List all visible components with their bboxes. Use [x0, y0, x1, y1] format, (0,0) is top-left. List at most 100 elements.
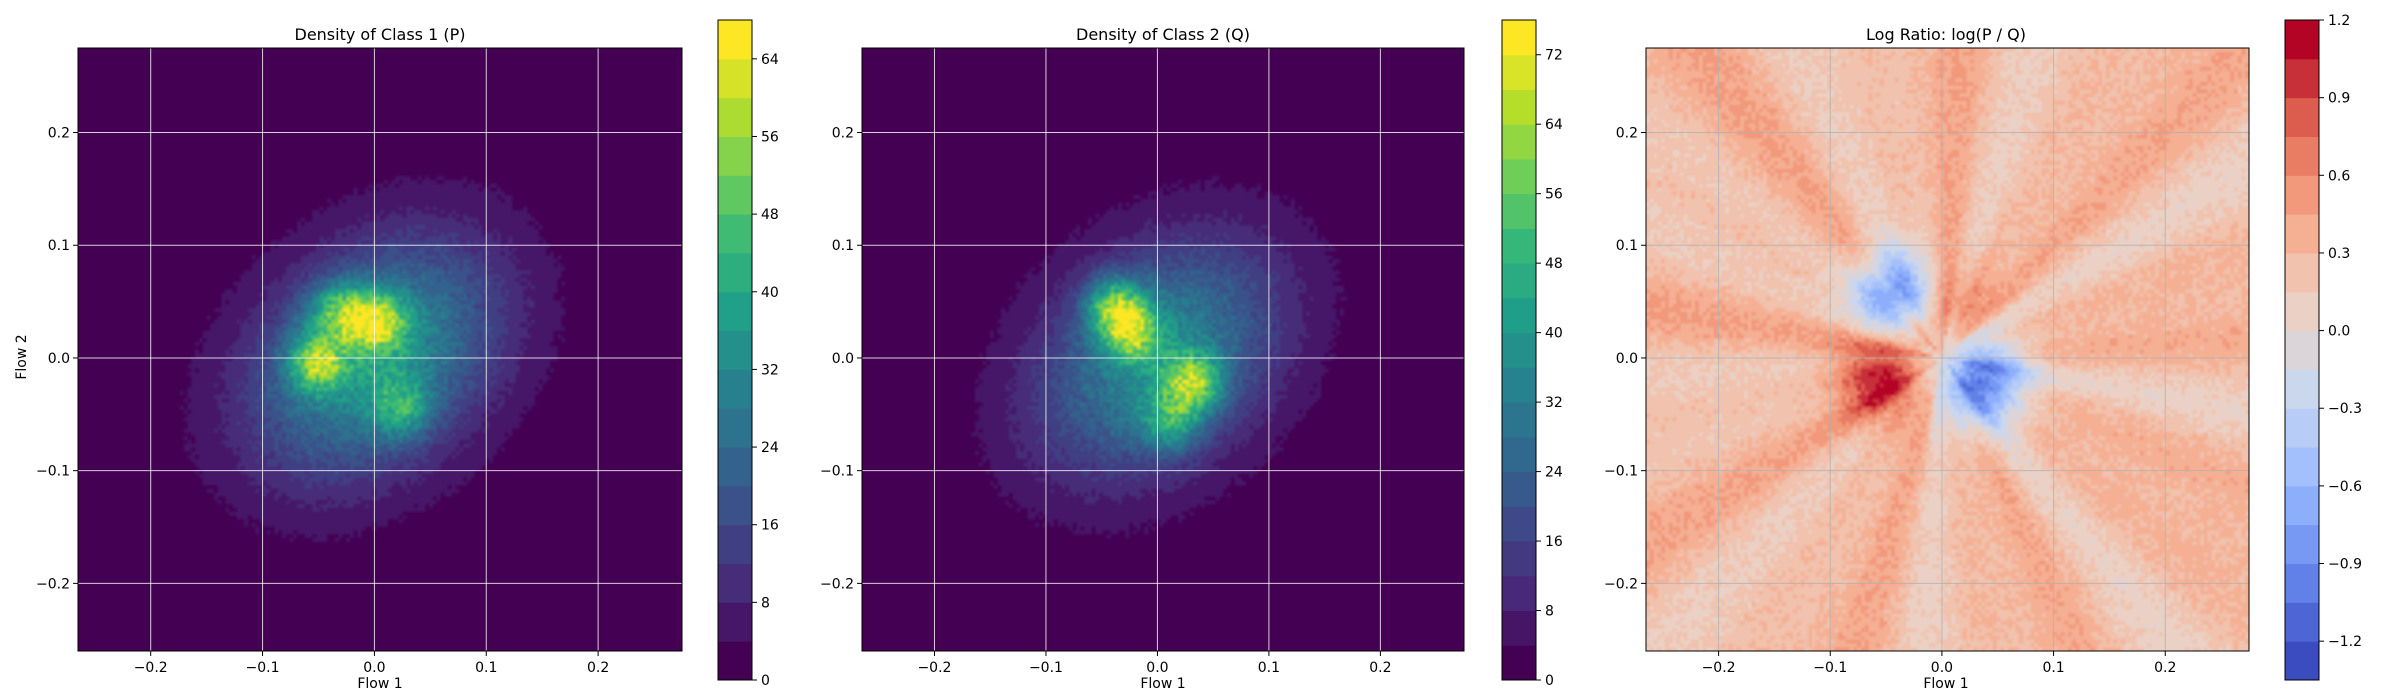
colorbar: 0 8 16 24 32 40 48 56 64 72 [1501, 19, 1563, 689]
colorbar-band [2285, 214, 2319, 254]
x-tick-label: −0.2 [1702, 660, 1736, 676]
x-tick-label: 0.1 [1258, 660, 1280, 676]
panel-class1-density: Density of Class 1 (P) Flow 1 Flow 2 −0.… [14, 19, 779, 692]
x-tick-label: 0.0 [363, 660, 385, 676]
colorbar-band [718, 175, 752, 215]
colorbar-band [718, 641, 752, 681]
colorbar-tick-label: 16 [1545, 534, 1563, 550]
y-tick-label: −0.1 [1604, 464, 1638, 480]
colorbar-tick-label: 1.2 [2328, 13, 2350, 29]
colorbar-band [2285, 408, 2319, 448]
colorbar-tick-label: 32 [761, 362, 779, 378]
colorbar-band [2285, 136, 2319, 176]
colorbar-band [1502, 124, 1536, 160]
colorbar-band [718, 136, 752, 176]
colorbar-tick-label: 64 [1545, 117, 1563, 133]
heatmap-field [862, 48, 1464, 651]
y-tick-label: 0.2 [1616, 126, 1638, 142]
x-tick-label: −0.2 [917, 660, 951, 676]
heatmap-field [78, 48, 682, 651]
log-ratio-plot-area: −0.2 −0.1 0.0 0.1 0.2 −0.2 −0.1 0.0 0.1 0.2 [1604, 47, 2250, 676]
colorbar-band [718, 369, 752, 409]
colorbar-band [1502, 89, 1536, 125]
colorbar-band [2285, 252, 2319, 293]
colorbar-tick-label: 40 [1545, 326, 1563, 342]
colorbar-tick-label: 72 [1545, 48, 1563, 64]
heatmap-field [1646, 48, 2249, 651]
x-tick-label: −0.1 [246, 660, 280, 676]
colorbar-band [2285, 524, 2319, 565]
y-tick-label: 0.1 [832, 238, 854, 254]
colorbar-tick-label: 56 [1545, 187, 1563, 203]
x-axis-label: Flow 1 [1140, 676, 1185, 692]
colorbar-band [1502, 367, 1536, 403]
colorbar-band [2285, 447, 2319, 487]
colorbar-band [1502, 575, 1536, 612]
colorbar-band [1502, 610, 1536, 646]
colorbar-band [1502, 263, 1536, 299]
y-tick-label: −0.2 [36, 576, 70, 592]
x-tick-label: 0.1 [475, 660, 497, 676]
y-axis-label: Flow 2 [14, 334, 30, 379]
colorbar-band [2285, 291, 2319, 332]
colorbar-band [2285, 563, 2319, 603]
panel-log-ratio: Log Ratio: log(P / Q) Flow 1 −0.2 −0.1 0.0… [1604, 13, 2362, 692]
colorbar-band [1502, 541, 1536, 577]
colorbar-band [1502, 471, 1536, 507]
colorbar-tick-label: −0.3 [2328, 401, 2362, 417]
colorbar-band [1502, 645, 1536, 681]
colorbar-band [718, 485, 752, 526]
colorbar-band [718, 602, 752, 642]
colorbar-tick-label: 0.6 [2328, 168, 2350, 184]
colorbar-band [2285, 330, 2319, 370]
y-tick-label: 0.1 [48, 238, 70, 254]
y-tick-label: −0.2 [820, 576, 854, 592]
colorbar-tick-label: 8 [761, 595, 770, 611]
colorbar-tick-label: 64 [761, 52, 779, 68]
x-tick-label: 0.2 [1369, 660, 1391, 676]
colorbar-tick-label: −0.6 [2328, 479, 2362, 495]
y-tick-label: 0.0 [48, 351, 70, 367]
colorbar-tick-label: 48 [761, 207, 779, 223]
colorbar-band [1502, 332, 1536, 368]
plot-frame [77, 47, 683, 652]
colorbar-band [1502, 402, 1536, 438]
density-plot-area: −0.2 −0.1 0.0 0.1 0.2 −0.2 −0.1 0.0 0.1 0.2 [820, 47, 1465, 676]
x-tick-label: 0.0 [1146, 660, 1168, 676]
y-tick-label: −0.1 [820, 464, 854, 480]
colorbar-band [2285, 97, 2319, 137]
x-tick-label: 0.0 [1931, 660, 1953, 676]
colorbar-band [718, 330, 752, 370]
colorbar-band [2285, 485, 2319, 526]
y-tick-label: 0.0 [832, 351, 854, 367]
chart-title: Density of Class 2 (Q) [1076, 25, 1250, 44]
colorbar-band [2285, 58, 2319, 99]
colorbar-tick-label: 8 [1545, 604, 1554, 620]
colorbar-band [718, 563, 752, 603]
colorbar-tick-label: 0 [1545, 673, 1554, 689]
y-tick-label: 0.2 [48, 126, 70, 142]
density-plot-area: −0.2 −0.1 0.0 0.1 0.2 −0.2 −0.1 0.0 0.1 0.2 [36, 47, 683, 676]
colorbar-band [1502, 193, 1536, 229]
chart-title: Log Ratio: log(P / Q) [1866, 25, 2026, 44]
x-axis-label: Flow 1 [1923, 676, 1968, 692]
plot-frame [861, 47, 1465, 652]
colorbar-band [1502, 228, 1536, 264]
colorbar-band [2285, 20, 2319, 60]
colorbar-band [718, 214, 752, 254]
colorbar-tick-label: 0.0 [2328, 324, 2350, 340]
x-tick-label: 0.1 [2042, 660, 2064, 676]
colorbar-band [718, 252, 752, 293]
colorbar-band [1502, 54, 1536, 90]
colorbar-tick-label: 56 [761, 129, 779, 145]
colorbar-band [718, 291, 752, 332]
x-tick-label: −0.1 [1813, 660, 1847, 676]
colorbar-band [2285, 602, 2319, 642]
colorbar-band [718, 20, 752, 60]
colorbar-tick-label: 16 [761, 518, 779, 534]
x-tick-label: −0.1 [1029, 660, 1063, 676]
colorbar-tick-label: 48 [1545, 256, 1563, 272]
y-tick-label: 0.0 [1616, 351, 1638, 367]
colorbar-band [718, 58, 752, 99]
